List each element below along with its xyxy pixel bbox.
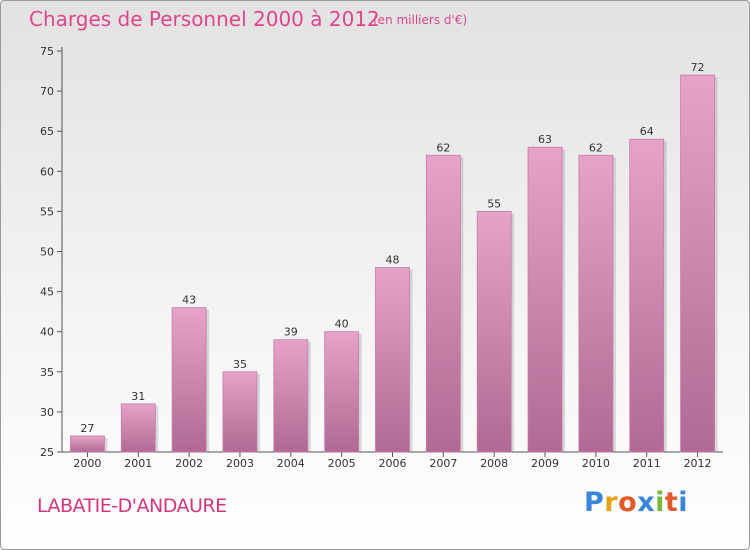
bar-value-label: 63 xyxy=(538,133,552,146)
chart-title: Charges de Personnel 2000 à 2012 xyxy=(29,7,380,31)
x-tick-label: 2009 xyxy=(531,457,559,470)
y-tick-label: 75 xyxy=(40,45,54,58)
bar-value-label: 62 xyxy=(436,141,450,154)
y-tick-label: 50 xyxy=(40,246,54,259)
y-tick-label: 25 xyxy=(40,446,54,459)
bar xyxy=(120,403,156,453)
logo-letter: x xyxy=(637,487,656,518)
y-tick-label: 55 xyxy=(40,205,54,218)
y-tick-label: 30 xyxy=(40,406,54,419)
bar-value-label: 31 xyxy=(131,390,145,403)
logo-letter: o xyxy=(618,487,638,518)
bar-value-label: 35 xyxy=(233,358,247,371)
bar-value-label: 62 xyxy=(589,141,603,154)
x-tick-label: 2012 xyxy=(684,457,712,470)
x-tick-label: 2005 xyxy=(328,457,356,470)
bar xyxy=(70,435,105,453)
chart-labels: 25 30 35 40 45 50 55 60 65 70 75 2000 27 2001 31 2002 43… xyxy=(40,45,712,470)
y-tick-label: 60 xyxy=(40,165,54,178)
bar-value-label: 40 xyxy=(335,318,349,331)
bar xyxy=(629,138,665,453)
x-tick-label: 2004 xyxy=(277,457,305,470)
x-tick-label: 2010 xyxy=(582,457,610,470)
bar xyxy=(476,210,512,453)
bar-value-label: 48 xyxy=(386,254,400,267)
x-tick-label: 2000 xyxy=(73,457,101,470)
bar xyxy=(273,339,309,453)
logo-letter: i xyxy=(678,487,689,518)
y-tick-label: 45 xyxy=(40,286,54,299)
bar-value-label: 64 xyxy=(640,125,654,138)
logo-letter: t xyxy=(664,487,679,518)
logo-letter: i xyxy=(655,487,665,518)
y-tick-label: 65 xyxy=(40,125,54,138)
bar xyxy=(324,331,360,453)
x-tick-label: 2001 xyxy=(124,457,152,470)
chart-bars xyxy=(70,74,718,453)
y-tick-label: 70 xyxy=(40,85,54,98)
bar xyxy=(171,307,207,453)
bar xyxy=(680,74,715,453)
bar xyxy=(222,371,258,453)
bar xyxy=(578,154,614,453)
x-tick-label: 2002 xyxy=(175,457,203,470)
chart-unit-note: (en milliers d'€) xyxy=(373,13,468,27)
bar-value-label: 72 xyxy=(691,61,705,74)
bar-value-label: 55 xyxy=(487,197,501,210)
bar xyxy=(527,146,563,453)
x-tick-label: 2007 xyxy=(429,457,457,470)
logo-letter: r xyxy=(604,487,619,518)
bar-value-label: 43 xyxy=(182,294,196,307)
x-tick-label: 2011 xyxy=(633,457,661,470)
bar-value-label: 27 xyxy=(80,422,94,435)
y-tick-label: 35 xyxy=(40,366,54,379)
bar xyxy=(425,154,461,453)
logo-letter: P xyxy=(584,487,605,518)
bar xyxy=(375,267,410,453)
x-tick-label: 2003 xyxy=(226,457,254,470)
x-tick-label: 2008 xyxy=(480,457,508,470)
town-name: LABATIE-D'ANDAURE xyxy=(37,495,227,517)
x-tick-label: 2006 xyxy=(379,457,407,470)
y-tick-label: 40 xyxy=(40,326,54,339)
proxiti-logo: Proxiti xyxy=(584,487,688,518)
bar-value-label: 39 xyxy=(284,326,298,339)
